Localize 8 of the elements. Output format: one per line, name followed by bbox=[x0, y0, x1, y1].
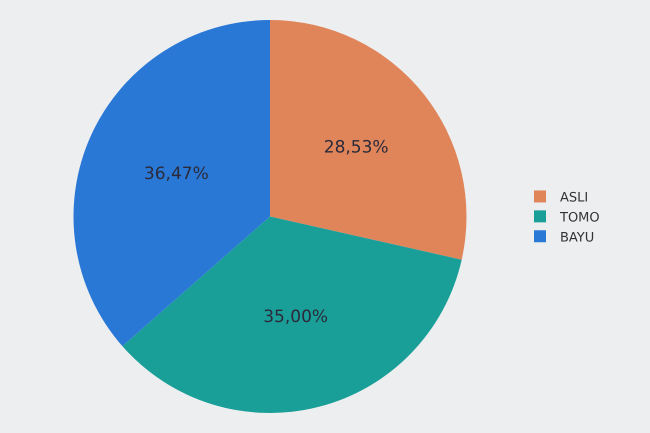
pie-slice bbox=[122, 216, 462, 413]
data-label: 28,53% bbox=[324, 138, 389, 158]
legend-label: ASLI bbox=[560, 190, 588, 206]
data-label: 35,00% bbox=[263, 307, 328, 328]
data-label: 36,47% bbox=[144, 164, 209, 184]
legend-label: TOMO bbox=[559, 210, 600, 226]
legend-label: BAYU bbox=[560, 230, 594, 246]
pie-slice bbox=[270, 20, 466, 260]
